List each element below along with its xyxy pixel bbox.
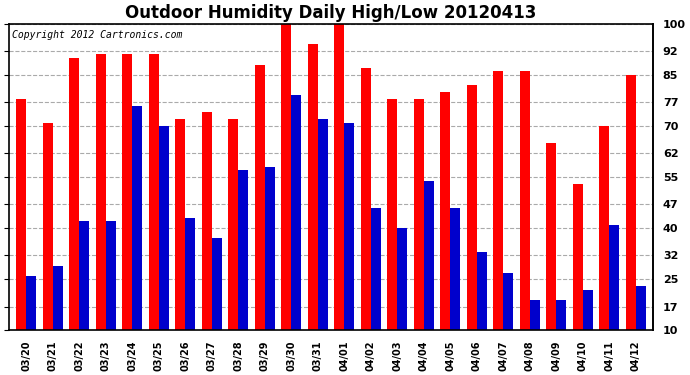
Bar [387,99,397,330]
Bar [122,54,132,330]
Bar [546,143,556,330]
Bar [238,170,248,330]
Bar [43,123,52,330]
Bar [106,221,116,330]
Title: Outdoor Humidity Daily High/Low 20120413: Outdoor Humidity Daily High/Low 20120413 [126,4,537,22]
Bar [265,167,275,330]
Bar [201,112,212,330]
Bar [255,64,265,330]
Bar [334,24,344,330]
Bar [609,225,620,330]
Bar [583,290,593,330]
Bar [308,44,318,330]
Bar [504,273,513,330]
Bar [159,126,169,330]
Bar [626,75,636,330]
Bar [556,300,566,330]
Bar [477,252,487,330]
Bar [636,286,646,330]
Bar [493,72,504,330]
Bar [52,266,63,330]
Bar [573,184,583,330]
Bar [282,24,291,330]
Bar [344,123,355,330]
Bar [414,99,424,330]
Bar [16,99,26,330]
Bar [69,58,79,330]
Bar [371,208,381,330]
Bar [361,68,371,330]
Bar [600,126,609,330]
Bar [466,85,477,330]
Bar [212,238,222,330]
Bar [149,54,159,330]
Bar [318,119,328,330]
Bar [228,119,238,330]
Bar [397,228,407,330]
Bar [291,95,302,330]
Bar [530,300,540,330]
Bar [79,221,89,330]
Bar [26,276,37,330]
Bar [96,54,106,330]
Bar [186,218,195,330]
Bar [451,208,460,330]
Bar [132,105,142,330]
Bar [424,180,434,330]
Bar [440,92,451,330]
Bar [175,119,186,330]
Bar [520,72,530,330]
Text: Copyright 2012 Cartronics.com: Copyright 2012 Cartronics.com [12,30,183,40]
